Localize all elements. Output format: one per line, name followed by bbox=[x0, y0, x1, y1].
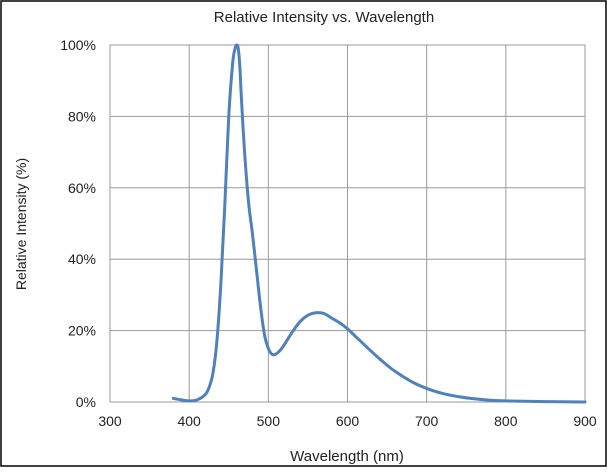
y-axis-tick-labels: 0% 20% 40% 60% 80% 100% bbox=[60, 37, 96, 410]
x-tick-label: 600 bbox=[336, 413, 360, 429]
y-axis-label: Relative Intensity (%) bbox=[13, 158, 29, 290]
chart-title: Relative Intensity vs. Wavelength bbox=[214, 9, 434, 26]
x-tick-label: 300 bbox=[98, 413, 122, 429]
y-tick-label: 80% bbox=[68, 108, 96, 124]
x-tick-label: 800 bbox=[494, 413, 518, 429]
x-axis-tick-labels: 300 400 500 600 700 800 900 bbox=[98, 413, 597, 429]
x-tick-label: 700 bbox=[415, 413, 439, 429]
y-tick-label: 40% bbox=[68, 251, 96, 267]
x-axis-label: Wavelength (nm) bbox=[290, 448, 404, 465]
series-layer bbox=[171, 43, 587, 404]
plot-area-border bbox=[109, 44, 586, 403]
y-tick-label: 60% bbox=[68, 180, 96, 196]
spectrum-series-line-0 bbox=[171, 43, 587, 404]
x-tick-label: 500 bbox=[257, 413, 281, 429]
x-tick-label: 900 bbox=[573, 413, 597, 429]
grid-lines bbox=[109, 44, 586, 403]
y-tick-label: 0% bbox=[76, 394, 96, 410]
x-tick-label: 400 bbox=[177, 413, 201, 429]
y-tick-label: 100% bbox=[60, 37, 96, 53]
y-tick-label: 20% bbox=[68, 323, 96, 339]
